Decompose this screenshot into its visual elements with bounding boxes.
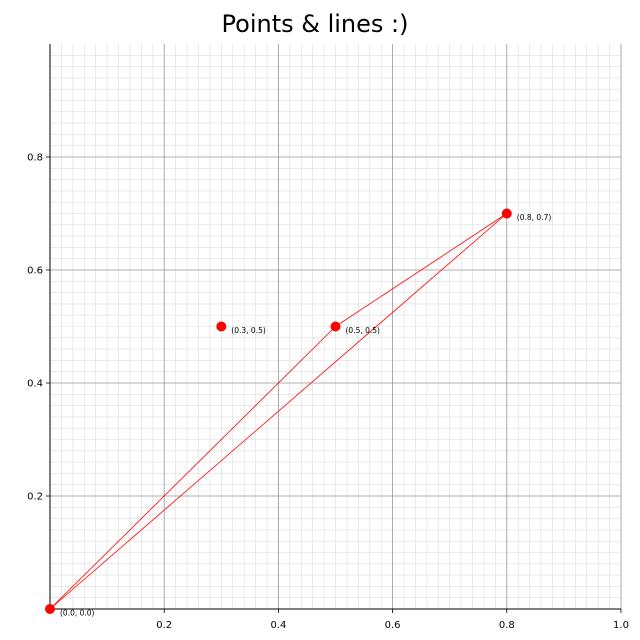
data-line bbox=[49, 213, 508, 610]
data-lines bbox=[49, 213, 508, 610]
data-point-label: (0.5, 0.5) bbox=[346, 326, 381, 335]
point-labels: (0.0, 0.0) (0.3, 0.5) (0.5, 0.5) (0.8, 0.7) bbox=[60, 213, 551, 618]
data-point-label: (0.0, 0.0) bbox=[60, 609, 95, 618]
data-line bbox=[49, 326, 336, 610]
data-points bbox=[45, 208, 512, 614]
x-tick-label: 0.8 bbox=[499, 620, 515, 631]
major-grid bbox=[50, 44, 622, 609]
data-point bbox=[45, 604, 55, 614]
chart-title: Points & lines :) bbox=[221, 10, 409, 38]
x-tick-label: 0.2 bbox=[156, 620, 172, 631]
ticks: 0.2 0.4 0.6 0.8 1.0 0.2 0.4 0.6 0.8 bbox=[27, 153, 629, 632]
data-point bbox=[330, 321, 341, 332]
y-tick-label: 0.4 bbox=[27, 379, 43, 390]
data-point-label: (0.3, 0.5) bbox=[231, 326, 266, 335]
data-line bbox=[335, 213, 508, 327]
y-tick-label: 0.8 bbox=[27, 153, 43, 164]
x-tick-label: 0.4 bbox=[270, 620, 286, 631]
x-tick-label: 1.0 bbox=[613, 620, 629, 631]
y-tick-label: 0.6 bbox=[27, 266, 43, 277]
data-point bbox=[501, 208, 512, 219]
y-tick-label: 0.2 bbox=[27, 492, 43, 503]
x-tick-label: 0.6 bbox=[385, 620, 401, 631]
data-point-label: (0.8, 0.7) bbox=[517, 213, 552, 222]
data-point bbox=[216, 321, 227, 332]
axes bbox=[49, 44, 621, 610]
